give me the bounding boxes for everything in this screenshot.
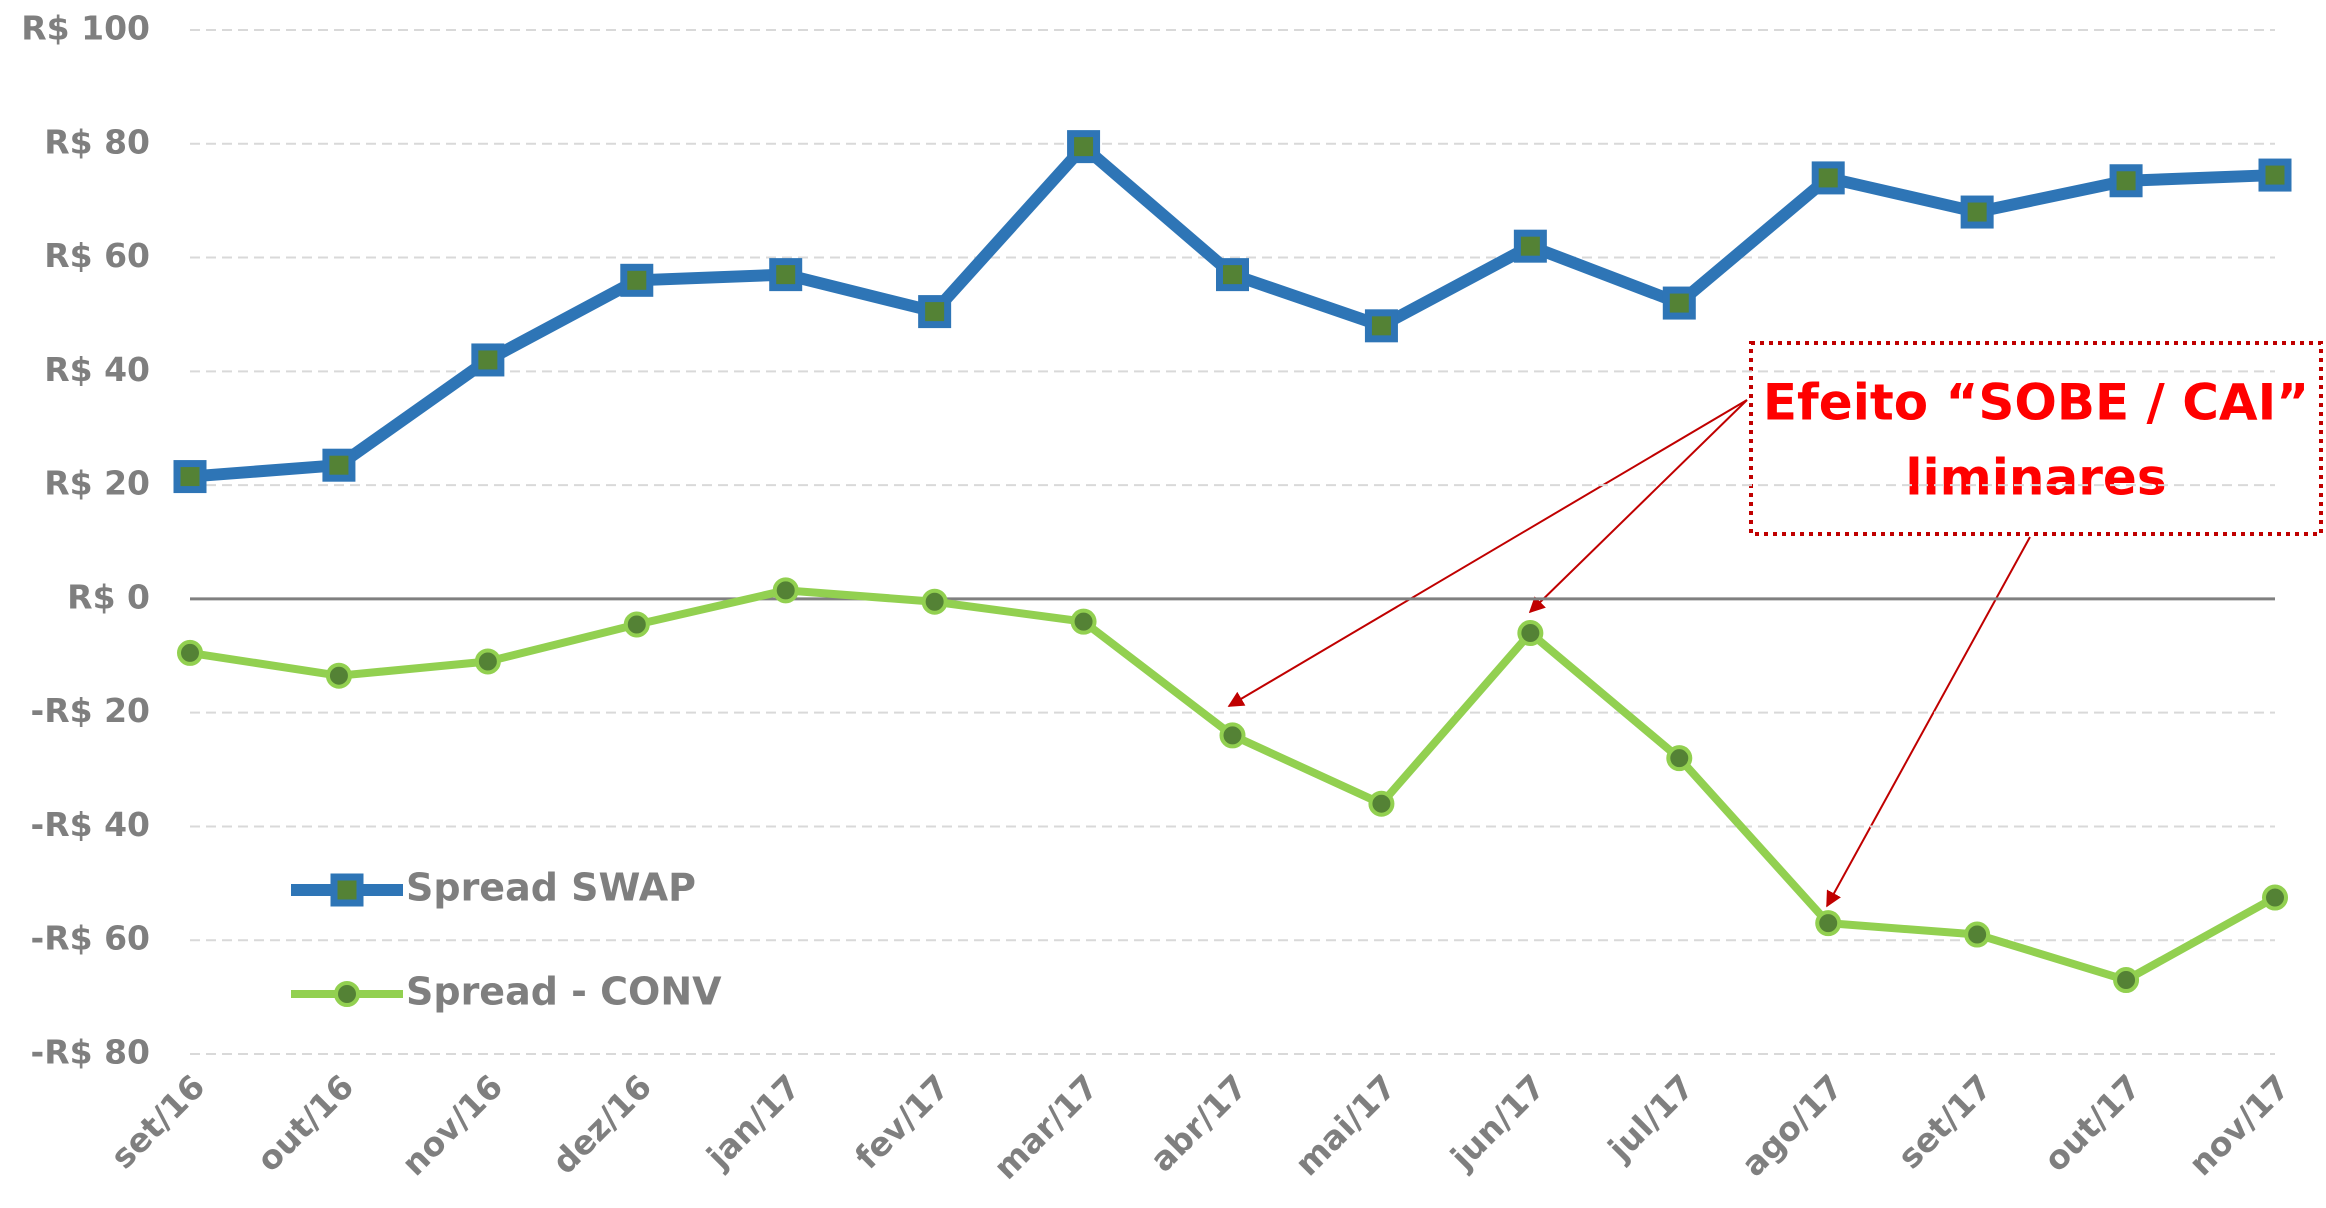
marker: [1964, 921, 1991, 948]
marker: [1517, 620, 1544, 647]
marker: [2109, 164, 2143, 198]
x-tick-label: ago/17: [1734, 1067, 1851, 1184]
marker: [1070, 608, 1097, 635]
x-tick-label: mar/17: [986, 1067, 1106, 1187]
marker: [1067, 130, 1101, 164]
x-tick-label: mai/17: [1287, 1067, 1404, 1184]
annotation: Efeito “SOBE / CAI”: [1763, 374, 2309, 432]
series-line: [189, 586, 2277, 985]
annotation-box: [1749, 341, 2323, 536]
marker: [1666, 745, 1693, 772]
x-tick-label: out/17: [2036, 1067, 2148, 1179]
x-tick-label: out/16: [249, 1067, 361, 1179]
y-tick-label: R$ 40: [44, 350, 150, 389]
y-tick-label: -R$ 60: [31, 919, 150, 958]
y-tick-label: R$ 0: [67, 577, 150, 616]
marker: [1662, 286, 1696, 320]
x-tick-label: set/16: [103, 1067, 212, 1176]
marker: [471, 343, 505, 377]
x-tick-label: nov/17: [2181, 1067, 2297, 1183]
x-tick-label: set/17: [1890, 1067, 1999, 1176]
x-tick-label: jul/17: [1599, 1067, 1702, 1170]
marker: [2258, 158, 2292, 192]
marker: [918, 295, 952, 329]
x-tick-label: abr/17: [1142, 1067, 1255, 1180]
marker: [1815, 910, 1842, 937]
x-tick-label: nov/16: [394, 1067, 510, 1183]
legend-marker: [334, 981, 360, 1007]
y-tick-label: -R$ 80: [31, 1033, 150, 1072]
marker: [623, 611, 650, 638]
y-tick-label: R$ 100: [21, 9, 150, 48]
marker: [1216, 258, 1249, 292]
legend-label: Spread - CONV: [406, 970, 722, 1014]
marker: [620, 263, 654, 297]
y-tick-label: R$ 20: [44, 464, 150, 503]
x-tick-label: jun/17: [1442, 1067, 1553, 1178]
y-tick-label: R$ 80: [44, 122, 150, 161]
annotation: liminares: [1905, 449, 2166, 507]
y-tick-label: -R$ 20: [31, 691, 150, 730]
x-tick-label: dez/16: [544, 1067, 659, 1182]
marker: [772, 577, 799, 604]
marker: [2262, 884, 2288, 911]
marker: [2113, 967, 2140, 994]
marker: [921, 588, 948, 615]
marker: [1219, 722, 1246, 749]
marker: [769, 258, 803, 292]
y-tick-label: -R$ 40: [31, 805, 150, 844]
marker: [177, 639, 203, 666]
legend-marker: [330, 873, 364, 907]
x-tick-label: fev/17: [847, 1067, 957, 1177]
marker: [325, 662, 352, 689]
marker: [1513, 229, 1547, 263]
x-tick-label: jan/17: [698, 1067, 808, 1177]
marker: [173, 460, 207, 494]
marker: [1960, 195, 1994, 229]
legend-label: Spread SWAP: [406, 866, 696, 910]
marker: [1368, 790, 1395, 817]
grid: [190, 29, 2275, 1055]
y-tick-label: R$ 60: [44, 236, 150, 275]
marker: [1364, 309, 1398, 343]
marker: [322, 448, 356, 482]
marker: [474, 648, 501, 675]
marker: [1811, 161, 1845, 195]
